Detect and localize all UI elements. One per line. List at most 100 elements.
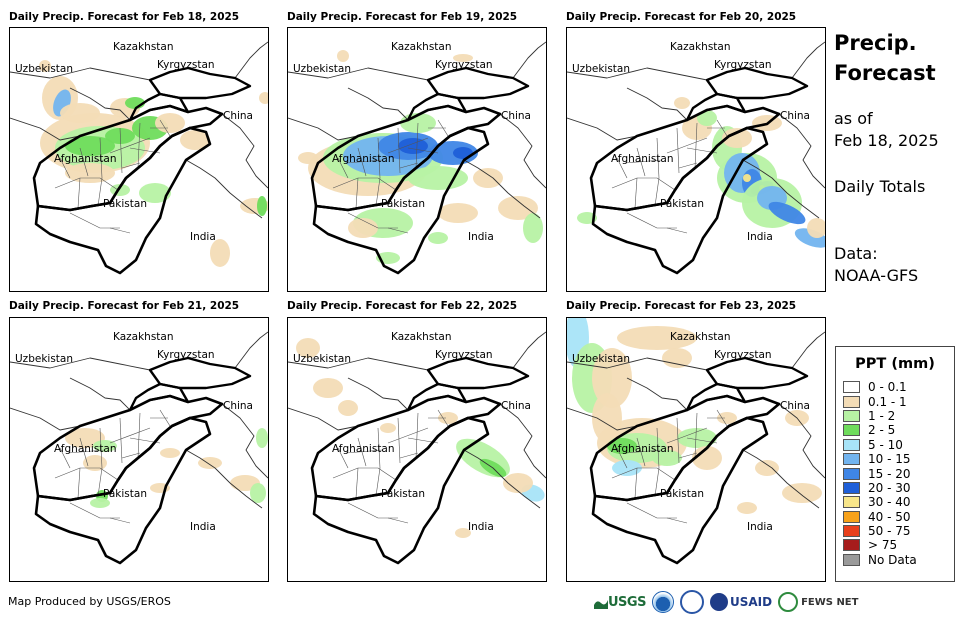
province-boundary: [666, 137, 708, 154]
pakistan-outline: [312, 416, 490, 565]
panel-title-2: Daily Precip. Forecast for Feb 19, 2025: [287, 11, 518, 23]
precip-area: [250, 483, 266, 503]
precip-area: [737, 502, 757, 514]
kyrgyzstan-outline: [148, 66, 252, 100]
legend-swatch: [843, 496, 860, 509]
label-china: China: [501, 110, 531, 122]
province-boundary: [415, 122, 419, 169]
province-boundary: [97, 177, 103, 207]
country-boundary: [567, 87, 688, 141]
precip-area: [523, 213, 543, 243]
precip-area: [617, 326, 697, 350]
country-labels: Kazakhstan Uzbekistan Kyrgyzstan China Afgha…: [293, 331, 531, 533]
province-boundary: [716, 119, 728, 137]
legend-swatch: [843, 553, 860, 566]
as-of-label: as of Feb 18, 2025: [834, 108, 939, 152]
label-afghanistan: Afghanistan: [54, 443, 117, 455]
kyrgyzstan-outline: [148, 356, 252, 390]
province-boundary: [656, 137, 660, 179]
label-kyrgyzstan: Kyrgyzstan: [157, 59, 215, 71]
precip-area: [259, 92, 268, 104]
province-boundary: [109, 517, 131, 524]
province-boundary: [654, 177, 660, 207]
precip-area: [674, 97, 690, 109]
province-boundary: [716, 409, 728, 427]
label-uzbekistan: Uzbekistan: [15, 63, 73, 75]
legend-label: 30 - 40: [868, 495, 911, 510]
precip-area: [408, 166, 468, 190]
precip-area: [768, 201, 806, 225]
precip-area: [453, 54, 473, 62]
legend-swatch: [843, 381, 860, 394]
country-labels: Kazakhstan Uzbekistan Kyrgyzstan China Afgha…: [572, 41, 810, 243]
precip-area: [90, 498, 110, 508]
fewsnet-logo: FEWS NET: [778, 592, 858, 612]
province-boundary: [666, 517, 688, 524]
country-boundary: [288, 87, 409, 141]
panel-title-1: Daily Precip. Forecast for Feb 18, 2025: [9, 11, 240, 23]
province-boundary: [626, 212, 677, 229]
precip-area: [697, 110, 717, 126]
province-boundary: [624, 449, 663, 454]
province-boundary: [119, 127, 123, 174]
precip-area: [198, 457, 222, 469]
province-boundary: [337, 447, 349, 469]
legend-label: No Data: [868, 552, 917, 567]
label-afghanistan: Afghanistan: [611, 443, 674, 455]
label-kyrgyzstan: Kyrgyzstan: [714, 59, 772, 71]
legend-item: 40 - 50: [843, 510, 954, 524]
province-boundary: [666, 227, 688, 234]
precip-area: [338, 400, 358, 416]
precip-area: [498, 196, 538, 220]
precip-area: [438, 203, 478, 223]
label-afghanistan: Afghanistan: [54, 153, 117, 165]
usgs-logo-icon: USGS: [594, 595, 646, 610]
precip-area: [256, 428, 268, 448]
label-india: India: [747, 521, 773, 533]
usgs-logo-text: USGS: [608, 594, 646, 610]
country-boundary: [10, 87, 131, 141]
precip-area: [398, 138, 428, 154]
kyrgyzstan-outline: [426, 66, 530, 100]
province-boundary: [399, 452, 419, 459]
province-boundary: [634, 467, 638, 499]
province-boundary: [397, 127, 401, 174]
province-boundary: [67, 159, 106, 164]
country-boundary: [463, 159, 541, 219]
kyrgyzstan-outline: [705, 66, 809, 100]
precip-area: [662, 348, 692, 368]
legend-swatch: [843, 424, 860, 437]
usaid-logo-text: USAID: [729, 595, 773, 609]
precip-area: [652, 450, 682, 466]
pakistan-outline: [34, 126, 212, 275]
legend-swatch: [843, 453, 860, 466]
map-credit: Map Produced by USGS/EROS: [8, 595, 171, 608]
precip-area: [210, 239, 230, 267]
legend-swatch: [843, 438, 860, 451]
province-boundary: [109, 427, 151, 444]
legend-item: No Data: [843, 553, 954, 567]
pakistan-outline: [312, 126, 490, 275]
map-svg: Kazakhstan Uzbekistan Kyrgyzstan China Afgha…: [10, 41, 268, 275]
label-pakistan: Pakistan: [103, 198, 147, 210]
province-boundary: [387, 427, 429, 444]
side-title: Precip. Forecast: [834, 28, 936, 88]
panel-title-6: Daily Precip. Forecast for Feb 23, 2025: [566, 300, 797, 312]
boundaries: [10, 331, 268, 565]
as-of-line1: as of: [834, 109, 873, 128]
province-boundary: [676, 127, 680, 174]
precip-area: [139, 183, 171, 203]
province-boundary: [656, 427, 660, 469]
map-panel-2: Kazakhstan Uzbekistan Kyrgyzstan China Afgha…: [287, 27, 547, 292]
label-uzbekistan: Uzbekistan: [572, 63, 630, 75]
fewsnet-logo-text: FEWS NET: [801, 596, 859, 608]
country-boundary: [10, 331, 268, 371]
precip-area: [296, 338, 320, 358]
province-boundary: [387, 137, 429, 154]
province-boundary: [611, 467, 676, 481]
boundaries: [567, 331, 825, 565]
label-afghanistan: Afghanistan: [332, 443, 395, 455]
precip-area: [65, 136, 115, 156]
